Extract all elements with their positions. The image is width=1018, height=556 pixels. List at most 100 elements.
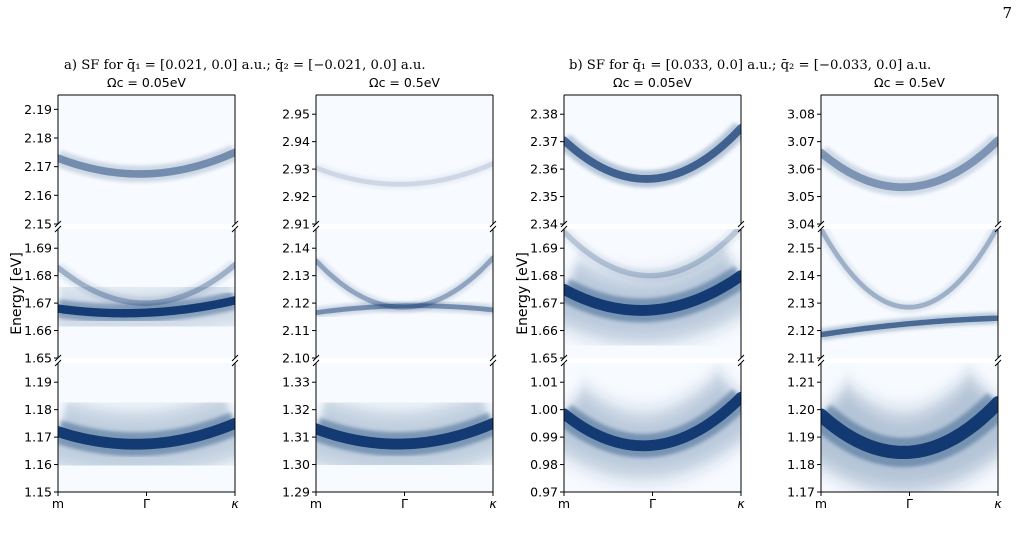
subplot: Ωc = 0.5eV2.912.922.932.942.952.102.112.… (282, 75, 497, 511)
y-tick-label: 2.16 (24, 188, 52, 203)
y-tick-label: 1.17 (24, 430, 52, 445)
x-tick-label: Γ (143, 496, 150, 511)
y-tick-label: 2.95 (282, 107, 310, 122)
energy-band: 1.65 1.66 1.67 1.68 1.69 (530, 225, 745, 366)
y-tick-label: 2.93 (282, 162, 310, 177)
energy-band: 2.11 2.12 2.13 2.14 2.15 (787, 225, 1002, 366)
y-tick-label: 2.13 (787, 296, 815, 311)
energy-band: 2.91 2.92 2.93 2.94 2.95 (282, 94, 497, 232)
subplot-title: Ωc = 0.05eV (107, 75, 186, 90)
y-tick-label: 2.91 (282, 217, 310, 232)
spectral-band-curve (564, 391, 741, 452)
x-tick-label: Γ (401, 496, 408, 511)
y-tick-label: 2.13 (282, 268, 310, 283)
y-tick-label: 2.35 (530, 189, 558, 204)
y-tick-label: 2.19 (24, 102, 52, 117)
axis-break-mark (737, 220, 745, 228)
energy-band: 2.15 2.16 2.17 2.18 2.19 (24, 94, 239, 232)
spectral-band-curve (564, 124, 741, 183)
energy-band: 2.34 2.35 2.36 2.37 2.38 (530, 94, 745, 232)
figure-panel-b: b) SF for q̄₁ = [0.033, 0.0] a.u.; q̄₂ =… (515, 58, 1002, 511)
heatmap-background (316, 229, 493, 358)
y-tick-label: 1.66 (530, 323, 558, 338)
y-tick-label: 2.92 (282, 189, 310, 204)
y-tick-label: 2.38 (530, 107, 558, 122)
axis-break-mark (817, 225, 825, 233)
energy-band: 3.04 3.05 3.06 3.07 3.08 (787, 94, 1002, 232)
heatmap-background (316, 95, 493, 224)
axis-break-mark (54, 359, 62, 367)
energy-band: 0.97 0.98 0.99 1.00 1.01 (530, 359, 745, 500)
axis-break-mark (994, 359, 1002, 367)
y-tick-label: 2.37 (530, 134, 558, 149)
y-tick-label: 2.15 (787, 241, 815, 256)
axis-break-mark (489, 359, 497, 367)
y-tick-label: 1.68 (24, 268, 52, 283)
axis-break-mark (489, 220, 497, 228)
axis-break-mark (231, 225, 239, 233)
subplot: Ωc = 0.5eV3.043.053.063.073.082.112.122.… (787, 75, 1002, 511)
axis-break-mark (737, 359, 745, 367)
x-tick-label: Γ (906, 496, 913, 511)
energy-band: 1.29 1.30 1.31 1.32 1.33 (282, 359, 497, 500)
energy-band: 1.65 1.66 1.67 1.68 1.69 (24, 225, 239, 366)
y-tick-label: 1.19 (24, 375, 52, 390)
y-tick-label: 2.15 (24, 217, 52, 232)
y-tick-label: 1.20 (787, 402, 815, 417)
y-tick-label: 0.98 (530, 457, 558, 472)
spectral-band-curve (58, 296, 235, 318)
spectral-band-curve (821, 396, 998, 460)
x-tick-label: κ (994, 496, 1002, 511)
y-tick-label: 1.31 (282, 430, 310, 445)
spectral-band-curve (821, 136, 998, 192)
y-tick-label: 1.17 (787, 485, 815, 500)
spectral-band-curve (316, 303, 493, 316)
y-tick-label: 2.11 (787, 351, 815, 366)
y-tick-label: 1.68 (530, 268, 558, 283)
subplot: Ωc = 0.05eV2.342.352.362.372.381.651.661… (530, 75, 745, 511)
y-tick-label: 3.04 (787, 217, 815, 232)
y-tick-label: 2.94 (282, 134, 310, 149)
spectral-band-curve (58, 148, 235, 178)
y-tick-label: 2.14 (282, 241, 310, 256)
y-tick-label: 1.01 (530, 375, 558, 390)
spectral-glow (564, 229, 741, 282)
y-tick-label: 1.19 (787, 430, 815, 445)
y-tick-label: 1.66 (24, 323, 52, 338)
y-tick-label: 3.05 (787, 189, 815, 204)
x-tick-label: κ (231, 496, 239, 511)
spectral-glow (316, 158, 493, 190)
y-tick-label: 1.32 (282, 402, 310, 417)
axis-break-mark (737, 225, 745, 233)
x-tick-label: m (815, 496, 827, 511)
y-tick-label: 1.18 (24, 402, 52, 417)
spectral-band-curve (821, 229, 998, 310)
spectral-band-curve (564, 270, 741, 316)
spectral-glow (821, 134, 998, 196)
y-tick-label: 1.33 (282, 375, 310, 390)
y-tick-label: 1.16 (24, 457, 52, 472)
y-tick-label: 1.67 (24, 296, 52, 311)
y-tick-label: 1.30 (282, 457, 310, 472)
spectral-glow (58, 144, 235, 183)
subplot-title: Ωc = 0.05eV (613, 75, 692, 90)
y-tick-label: 1.67 (530, 296, 558, 311)
x-tick-label: m (310, 496, 322, 511)
y-axis-label: Energy [eV] (515, 252, 531, 335)
heatmap-background (821, 229, 998, 358)
axis-break-mark (994, 225, 1002, 233)
y-tick-label: 0.99 (530, 430, 558, 445)
axis-break-mark (54, 225, 62, 233)
y-tick-label: 1.29 (282, 485, 310, 500)
y-tick-label: 1.18 (787, 457, 815, 472)
subplot-title: Ωc = 0.5eV (874, 75, 945, 90)
y-tick-label: 1.00 (530, 402, 558, 417)
x-tick-label: Γ (649, 496, 656, 511)
x-tick-label: κ (737, 496, 745, 511)
axis-break-mark (560, 225, 568, 233)
panel-caption: b) SF for q̄₁ = [0.033, 0.0] a.u.; q̄₂ =… (569, 58, 931, 73)
y-tick-label: 2.11 (282, 323, 310, 338)
energy-band: 1.17 1.18 1.19 1.20 1.21 (787, 359, 1002, 500)
y-tick-label: 0.97 (530, 485, 558, 500)
